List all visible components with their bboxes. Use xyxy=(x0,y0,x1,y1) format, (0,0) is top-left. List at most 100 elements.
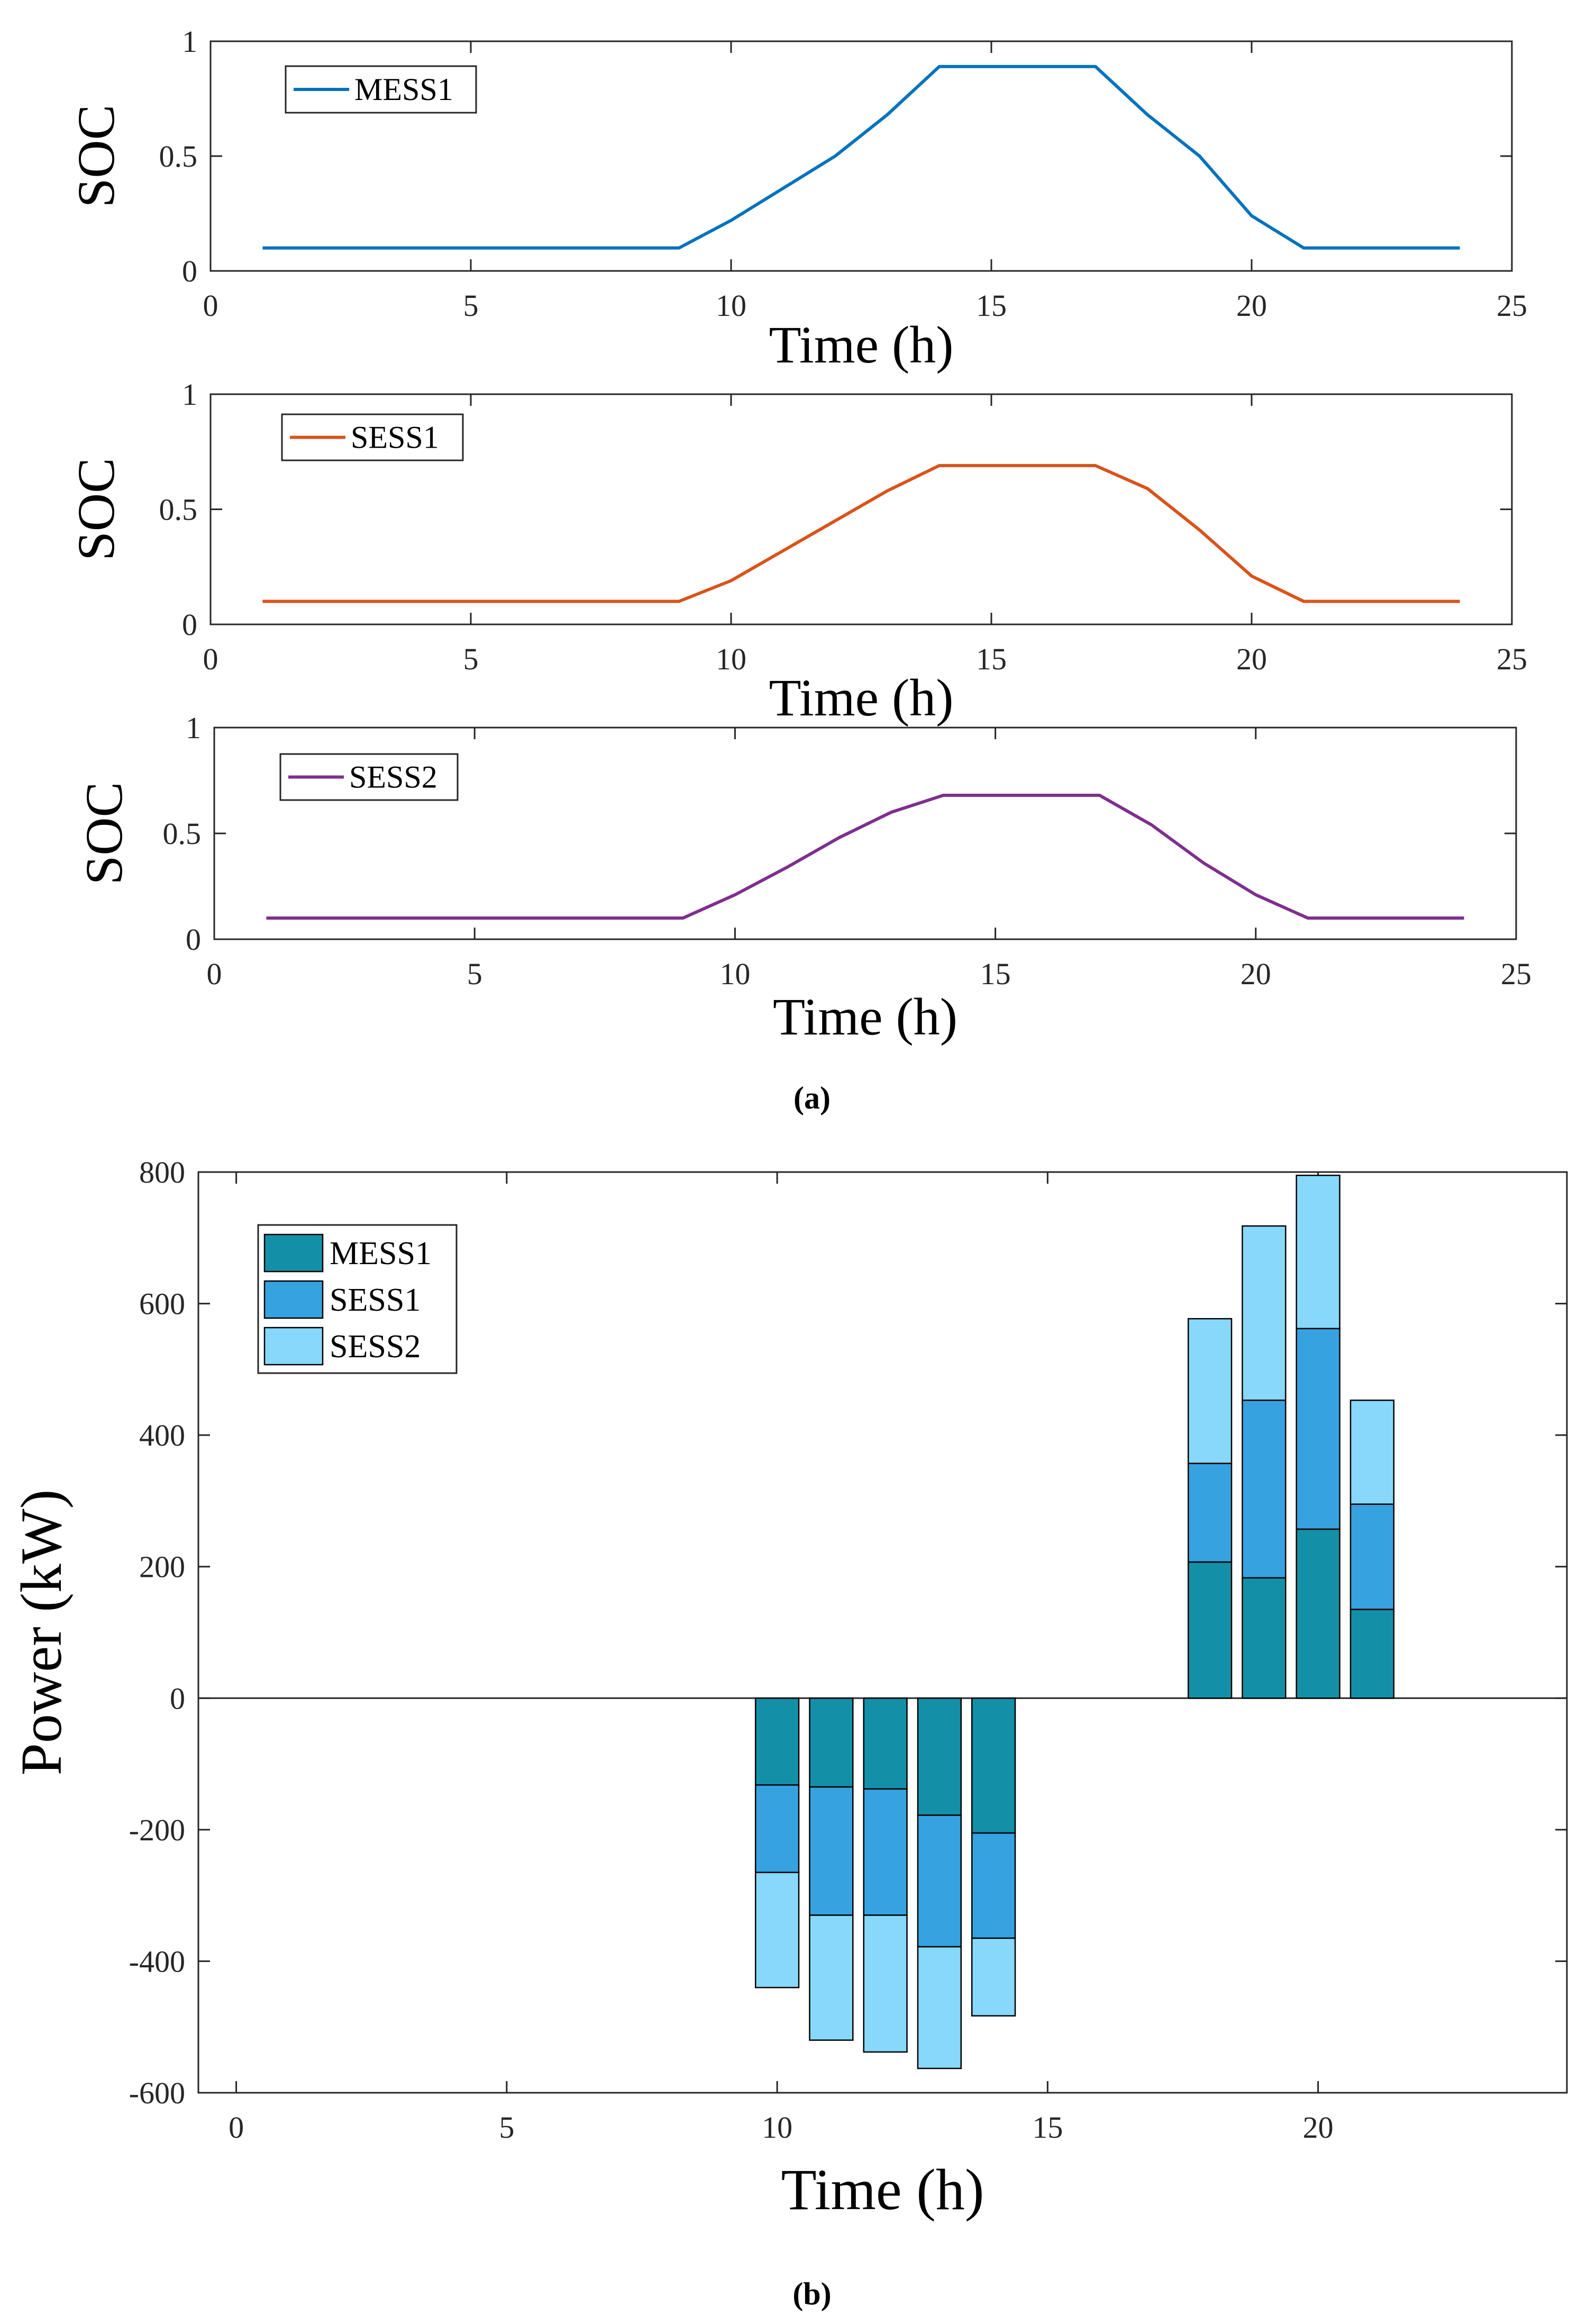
legend-label-sess1: SESS1 xyxy=(330,1282,421,1318)
legend: MESS1 xyxy=(285,65,477,114)
x-tick-label: 0 xyxy=(229,2110,244,2145)
y-axis-label: SOC xyxy=(67,458,125,561)
y-tick-label: 0 xyxy=(186,922,201,957)
y-tick-label: 200 xyxy=(139,1550,185,1584)
x-axis-label: Time (h) xyxy=(781,2157,984,2222)
bar-segment-sess1-21 xyxy=(1349,1503,1395,1610)
y-tick-label: 1 xyxy=(186,711,201,745)
x-tick-label: 20 xyxy=(1236,288,1267,323)
x-tick-label: 5 xyxy=(467,957,482,991)
bar-segment-sess1-13 xyxy=(917,1814,962,1948)
bar-segment-mess1-14 xyxy=(971,1697,1016,1834)
bar-segment-sess2-21 xyxy=(1349,1400,1395,1505)
caption-b: (b) xyxy=(792,2276,831,2311)
legend-label: MESS1 xyxy=(354,72,453,107)
chart-1: 0 5 10 15 20 25 0 0.5 1 Time (h) SOC MESS1 xyxy=(67,24,1527,374)
chart-4: 0 5 10 15 20 -600 -400 -200 0 200 400 600 800 Time (h… xyxy=(9,1155,1568,2222)
legend-label: SESS1 xyxy=(351,420,439,455)
legend-label-sess2: SESS2 xyxy=(330,1329,421,1365)
y-axis-label: SOC xyxy=(67,105,125,208)
y-tick-label: 0.5 xyxy=(159,493,198,527)
bar-segment-sess2-14 xyxy=(971,1937,1016,2017)
y-tick-label: -200 xyxy=(129,1813,185,1847)
series-line-sess2 xyxy=(266,794,1464,920)
x-tick-label: 0 xyxy=(203,642,218,676)
x-tick-label: 20 xyxy=(1241,957,1271,991)
y-tick-label: 0 xyxy=(182,607,197,642)
legend: SESS1 xyxy=(281,413,464,461)
bar-segment-sess2-11 xyxy=(809,1914,854,2041)
x-tick-label: 20 xyxy=(1236,642,1267,676)
legend: MESS1 SESS1 SESS2 xyxy=(257,1224,458,1374)
series-line-sess1 xyxy=(262,464,1460,603)
x-tick-label: 25 xyxy=(1497,288,1527,323)
x-tick-label: 15 xyxy=(976,642,1007,676)
x-axis-label: Time (h) xyxy=(773,987,957,1046)
legend: SESS2 xyxy=(279,753,459,801)
y-tick-label: -600 xyxy=(129,2076,185,2110)
y-tick-label: 0.5 xyxy=(159,139,198,174)
y-tick-label: 0.5 xyxy=(163,816,202,851)
y-tick-label: -400 xyxy=(129,1944,185,1978)
x-tick-label: 15 xyxy=(980,957,1011,991)
bar-segment-sess2-20 xyxy=(1296,1174,1340,1330)
bar-segment-mess1-11 xyxy=(809,1697,854,1788)
x-tick-label: 15 xyxy=(1032,2110,1063,2145)
series-line-mess1 xyxy=(262,65,1460,250)
legend-swatch-mess1 xyxy=(263,1233,324,1273)
bar-segment-sess1-19 xyxy=(1242,1400,1287,1579)
x-tick-label: 10 xyxy=(716,642,746,676)
bar-segment-mess1-12 xyxy=(863,1697,908,1790)
bar-segment-mess1-20 xyxy=(1296,1528,1340,1699)
bar-segment-sess1-12 xyxy=(863,1788,908,1916)
legend-swatch-sess2 xyxy=(263,1327,324,1366)
x-tick-label: 5 xyxy=(499,2110,514,2145)
bar-segment-mess1-19 xyxy=(1242,1577,1287,1699)
y-tick-label: 0 xyxy=(170,1681,185,1715)
bar-segment-sess2-12 xyxy=(863,1914,908,2053)
x-tick-label: 20 xyxy=(1303,2110,1334,2145)
x-tick-label: 0 xyxy=(203,288,218,323)
bar-segment-sess1-11 xyxy=(809,1786,854,1916)
y-tick-label: 1 xyxy=(182,377,197,412)
plot-area xyxy=(197,1171,1568,2094)
bar-segment-sess1-10 xyxy=(754,1784,800,1873)
bar-segment-sess2-19 xyxy=(1242,1225,1287,1401)
y-tick-label: 800 xyxy=(139,1155,185,1190)
bar-segment-mess1-18 xyxy=(1187,1561,1233,1699)
legend-swatch-sess1 xyxy=(263,1280,324,1319)
bar-segment-sess1-14 xyxy=(971,1832,1016,1939)
x-tick-label: 25 xyxy=(1497,642,1527,676)
x-tick-label: 10 xyxy=(716,288,746,323)
legend-label: SESS2 xyxy=(349,760,437,795)
x-tick-label: 10 xyxy=(719,957,750,991)
bar-segment-sess1-18 xyxy=(1187,1463,1233,1563)
x-tick-label: 0 xyxy=(207,957,222,991)
chart-2: 0 5 10 15 20 25 0 0.5 1 Time (h) SOC SESS1 xyxy=(67,377,1527,727)
x-axis-label: Time (h) xyxy=(769,668,953,727)
x-tick-label: 10 xyxy=(762,2110,792,2145)
bar-segment-mess1-10 xyxy=(754,1697,800,1786)
y-tick-label: 0 xyxy=(182,254,197,288)
x-axis-label: Time (h) xyxy=(769,315,953,374)
bar-segment-sess2-13 xyxy=(917,1946,962,2069)
bar-segment-sess2-10 xyxy=(754,1872,800,1989)
y-axis-label: Power (kW) xyxy=(9,1490,74,1776)
x-tick-label: 5 xyxy=(463,288,479,323)
bar-segment-sess2-18 xyxy=(1187,1318,1233,1464)
bar-segment-mess1-21 xyxy=(1349,1609,1395,1699)
x-tick-label: 5 xyxy=(463,642,479,676)
chart-3: 0 5 10 15 20 25 0 0.5 1 Time (h) SOC SESS2 xyxy=(75,711,1531,1046)
x-tick-label: 15 xyxy=(976,288,1007,323)
y-tick-label: 400 xyxy=(139,1418,185,1452)
y-tick-label: 1 xyxy=(182,24,197,59)
bar-segment-sess1-20 xyxy=(1296,1328,1340,1530)
bar-segment-mess1-13 xyxy=(917,1697,962,1816)
y-tick-label: 600 xyxy=(139,1287,185,1321)
caption-a: (a) xyxy=(794,1081,831,1115)
x-tick-label: 25 xyxy=(1501,957,1531,991)
y-axis-label: SOC xyxy=(75,782,133,885)
legend-label-mess1: MESS1 xyxy=(330,1236,432,1272)
